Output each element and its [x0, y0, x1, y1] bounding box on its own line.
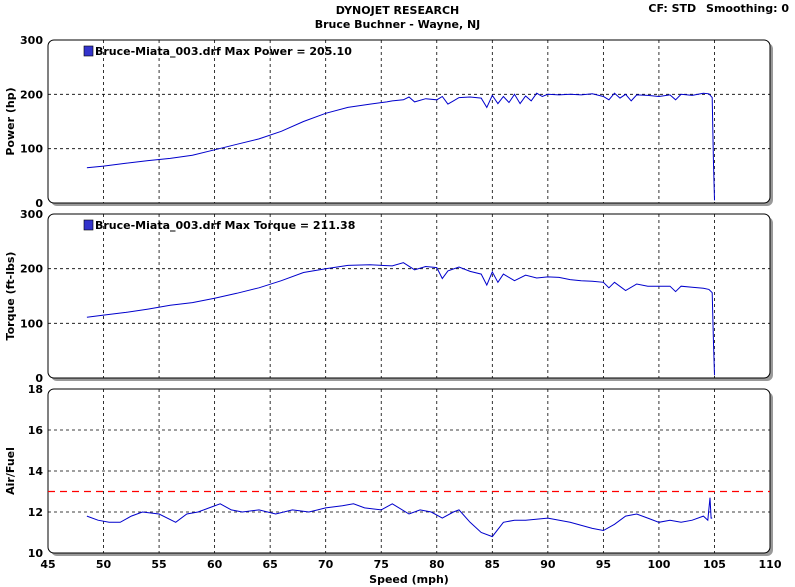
y-tick-label: 10 — [28, 547, 44, 560]
legend-swatch — [83, 45, 94, 57]
y-tick-label: 12 — [28, 506, 43, 519]
y-tick-label: 0 — [35, 372, 43, 385]
data-series-line — [86, 262, 715, 376]
x-tick-label: 45 — [40, 558, 55, 571]
y-axis-label: Power (hp) — [4, 87, 17, 155]
x-tick-label: 80 — [429, 558, 445, 571]
data-series-line — [86, 497, 713, 538]
x-tick-label: 110 — [759, 558, 782, 571]
x-tick-label: 55 — [151, 558, 166, 571]
y-axis-label: Torque (ft-lbs) — [4, 252, 17, 341]
x-tick-label: 60 — [207, 558, 223, 571]
x-tick-label: 95 — [596, 558, 611, 571]
y-tick-label: 200 — [20, 88, 43, 101]
y-tick-label: 16 — [28, 424, 44, 437]
x-tick-label: 100 — [647, 558, 670, 571]
y-tick-label: 200 — [20, 263, 43, 276]
airfuel-panel: 10 12 14 16 18 Air/Fuel 45 50 55 60 65 70 75 80 85 90 95… — [4, 383, 782, 586]
x-axis-label: Speed (mph) — [369, 573, 449, 586]
x-tick-label: 70 — [318, 558, 334, 571]
x-tick-label: 85 — [485, 558, 500, 571]
data-series-line — [86, 92, 715, 201]
y-tick-label: 100 — [20, 317, 43, 330]
panel-frame — [47, 213, 771, 379]
panel-frame — [47, 39, 771, 204]
x-tick-label: 75 — [374, 558, 389, 571]
x-tick-label: 50 — [96, 558, 112, 571]
y-tick-label: 18 — [28, 383, 43, 396]
y-tick-label: 14 — [28, 465, 44, 478]
smoothing-label: Smoothing: 0 — [706, 2, 789, 15]
chart-subtitle: Bruce Buchner - Wayne, NJ — [314, 18, 481, 31]
y-tick-label: 0 — [35, 197, 43, 210]
torque-panel: 0 100 200 300 Torque (ft-lbs) Bruce-Miata_003… — [4, 208, 773, 385]
power-panel: 0 100 200 300 Power (hp) Bruce-Miata_003.drf … — [4, 34, 773, 210]
settings-readout: CF: STD Smoothing: 0 — [642, 2, 789, 15]
legend-label: Bruce-Miata_003.drf Max Power = 205.10 — [95, 45, 352, 58]
x-tick-label: 65 — [262, 558, 277, 571]
chart-title: DYNOJET RESEARCH — [335, 4, 460, 17]
x-tick-label: 90 — [540, 558, 556, 571]
x-tick-label: 105 — [703, 558, 726, 571]
y-axis-label: Air/Fuel — [4, 447, 17, 495]
y-tick-label: 300 — [20, 34, 43, 47]
cf-label: CF: STD — [648, 2, 697, 15]
y-tick-label: 300 — [20, 208, 43, 221]
legend-swatch — [83, 219, 94, 231]
y-tick-label: 100 — [20, 143, 43, 156]
legend-label: Bruce-Miata_003.drf Max Torque = 211.38 — [95, 219, 355, 232]
